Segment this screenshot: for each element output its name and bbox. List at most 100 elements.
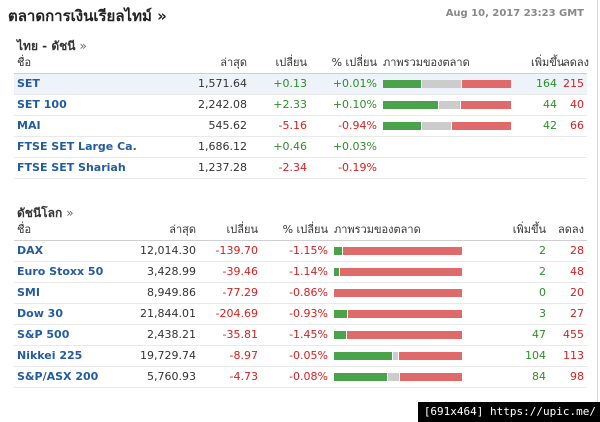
last-value: 545.62: [166, 115, 250, 137]
market-breadth-cell: [380, 157, 528, 179]
advancing-count: 47: [479, 324, 549, 346]
declining-count: 113: [549, 345, 587, 367]
page-title[interactable]: ตลาดการเงินเรียลไทม์ »: [8, 7, 167, 25]
declining-count: 98: [549, 366, 587, 388]
change-value: -204.69: [199, 303, 261, 325]
declining-count: [560, 157, 587, 179]
percent-change-value: -0.08%: [261, 366, 331, 388]
market-breadth-cell: [380, 115, 528, 137]
breadth-advancing-segment: [383, 121, 421, 130]
advancing-count: 2: [479, 261, 549, 283]
percent-change-value: +0.01%: [310, 73, 380, 95]
world-section-label: ดัชนีโลก: [17, 206, 63, 220]
col-pct-header: % เปลี่ยน: [310, 51, 380, 74]
table-row: SMI 8,949.86 -77.29 -0.86% 0 20: [14, 282, 587, 304]
breadth-declining-segment: [399, 372, 462, 381]
last-value: 1,237.28: [166, 157, 250, 179]
percent-change-value: -0.86%: [261, 282, 331, 304]
percent-change-value: +0.03%: [310, 136, 380, 158]
market-breadth-cell: [331, 366, 479, 388]
index-name-link[interactable]: S&P 500: [14, 324, 114, 346]
col-breadth-header: ภาพรวมของตลาด: [331, 218, 479, 241]
breadth-unchanged-segment: [439, 100, 460, 109]
last-value: 2,438.21: [114, 324, 199, 346]
change-value: -39.46: [199, 261, 261, 283]
declining-count: [560, 136, 587, 158]
breadth-declining-segment: [398, 351, 462, 360]
index-name-link[interactable]: S&P/ASX 200: [14, 366, 114, 388]
thai-section-title[interactable]: ไทย - ดัชนี»: [17, 37, 87, 56]
col-down-header: ลดลง: [549, 218, 587, 241]
market-breadth-bar: [334, 309, 462, 318]
declining-count: 48: [549, 261, 587, 283]
table-row: S&P/ASX 200 5,760.93 -4.73 -0.08% 84 98: [14, 366, 587, 388]
breadth-advancing-segment: [334, 330, 346, 339]
table-row: SET 1,571.64 +0.13 +0.01% 164 215: [14, 73, 587, 95]
breadth-advancing-segment: [334, 267, 340, 276]
index-name-link[interactable]: Dow 30: [14, 303, 114, 325]
market-breadth-cell: [331, 261, 479, 283]
advancing-count: 0: [479, 282, 549, 304]
world-index-table: ชื่อ ล่าสุด เปลี่ยน% เปลี่ยน ภาพรวมของตลาดเ…: [14, 218, 587, 388]
col-last-header: ล่าสุด: [166, 51, 250, 74]
last-value: 21,844.01: [114, 303, 199, 325]
index-name-link[interactable]: SMI: [14, 282, 114, 304]
breadth-declining-segment: [343, 246, 462, 255]
percent-change-value: -0.05%: [261, 345, 331, 367]
table-row: DAX 12,014.30 -139.70 -1.15% 2 28: [14, 240, 587, 262]
market-breadth-bar: [383, 79, 511, 88]
declining-count: 20: [549, 282, 587, 304]
market-breadth-cell: [380, 136, 528, 158]
index-name-link[interactable]: DAX: [14, 240, 114, 262]
market-breadth-cell: [331, 282, 479, 304]
timestamp: Aug 10, 2017 23:23 GMT: [445, 8, 584, 19]
percent-change-value: -1.14%: [261, 261, 331, 283]
thai-index-table: ชื่อ ล่าสุด เปลี่ยน% เปลี่ยน ภาพรวมของตลาดเ…: [14, 51, 589, 179]
col-name-header: ชื่อ: [14, 218, 114, 241]
market-breadth-bar: [334, 267, 462, 276]
declining-count: 215: [560, 73, 587, 95]
market-breadth-cell: [331, 303, 479, 325]
advancing-count: 42: [528, 115, 560, 137]
advancing-count: 84: [479, 366, 549, 388]
table-row: MAI 545.62 -5.16 -0.94% 42 66: [14, 115, 587, 137]
market-breadth-bar: [334, 246, 462, 255]
advancing-count: [528, 157, 560, 179]
world-section-title[interactable]: ดัชนีโลก»: [17, 204, 74, 223]
last-value: 5,760.93: [114, 366, 199, 388]
last-value: 1,686.12: [166, 136, 250, 158]
breadth-declining-segment: [460, 100, 511, 109]
index-name-link[interactable]: MAI: [14, 115, 166, 137]
index-name-link[interactable]: FTSE SET Shariah: [14, 157, 166, 179]
index-name-link[interactable]: Nikkei 225: [14, 345, 114, 367]
last-value: 12,014.30: [114, 240, 199, 262]
market-breadth-cell: [331, 345, 479, 367]
table-row: SET 100 2,242.08 +2.33 +0.10% 44 40: [14, 94, 587, 116]
percent-change-value: -0.94%: [310, 115, 380, 137]
declining-count: 28: [549, 240, 587, 262]
change-value: -4.73: [199, 366, 261, 388]
index-name-link[interactable]: SET: [14, 73, 166, 95]
breadth-unchanged-segment: [393, 351, 398, 360]
index-name-link[interactable]: SET 100: [14, 94, 166, 116]
breadth-unchanged-segment: [388, 372, 399, 381]
breadth-declining-segment: [334, 288, 462, 297]
breadth-unchanged-segment: [421, 79, 461, 88]
col-up-header: เพิ่มขึ้น: [479, 218, 549, 241]
breadth-declining-segment: [452, 121, 511, 130]
change-value: +0.46: [250, 136, 310, 158]
percent-change-value: +0.10%: [310, 94, 380, 116]
market-breadth-bar: [334, 330, 462, 339]
declining-count: 455: [549, 324, 587, 346]
change-value: +0.13: [250, 73, 310, 95]
last-value: 1,571.64: [166, 73, 250, 95]
table-row: S&P 500 2,438.21 -35.81 -1.45% 47 455: [14, 324, 587, 346]
breadth-declining-segment: [347, 309, 462, 318]
percent-change-value: -1.15%: [261, 240, 331, 262]
market-breadth-bar: [334, 288, 462, 297]
index-name-link[interactable]: FTSE SET Large Ca.: [14, 136, 166, 158]
table-row: FTSE SET Large Ca. 1,686.12 +0.46 +0.03%: [14, 136, 587, 158]
index-name-link[interactable]: Euro Stoxx 50: [14, 261, 114, 283]
market-widget: ตลาดการเงินเรียลไทม์ » Aug 10, 2017 23:2…: [8, 0, 598, 402]
percent-change-value: -1.45%: [261, 324, 331, 346]
